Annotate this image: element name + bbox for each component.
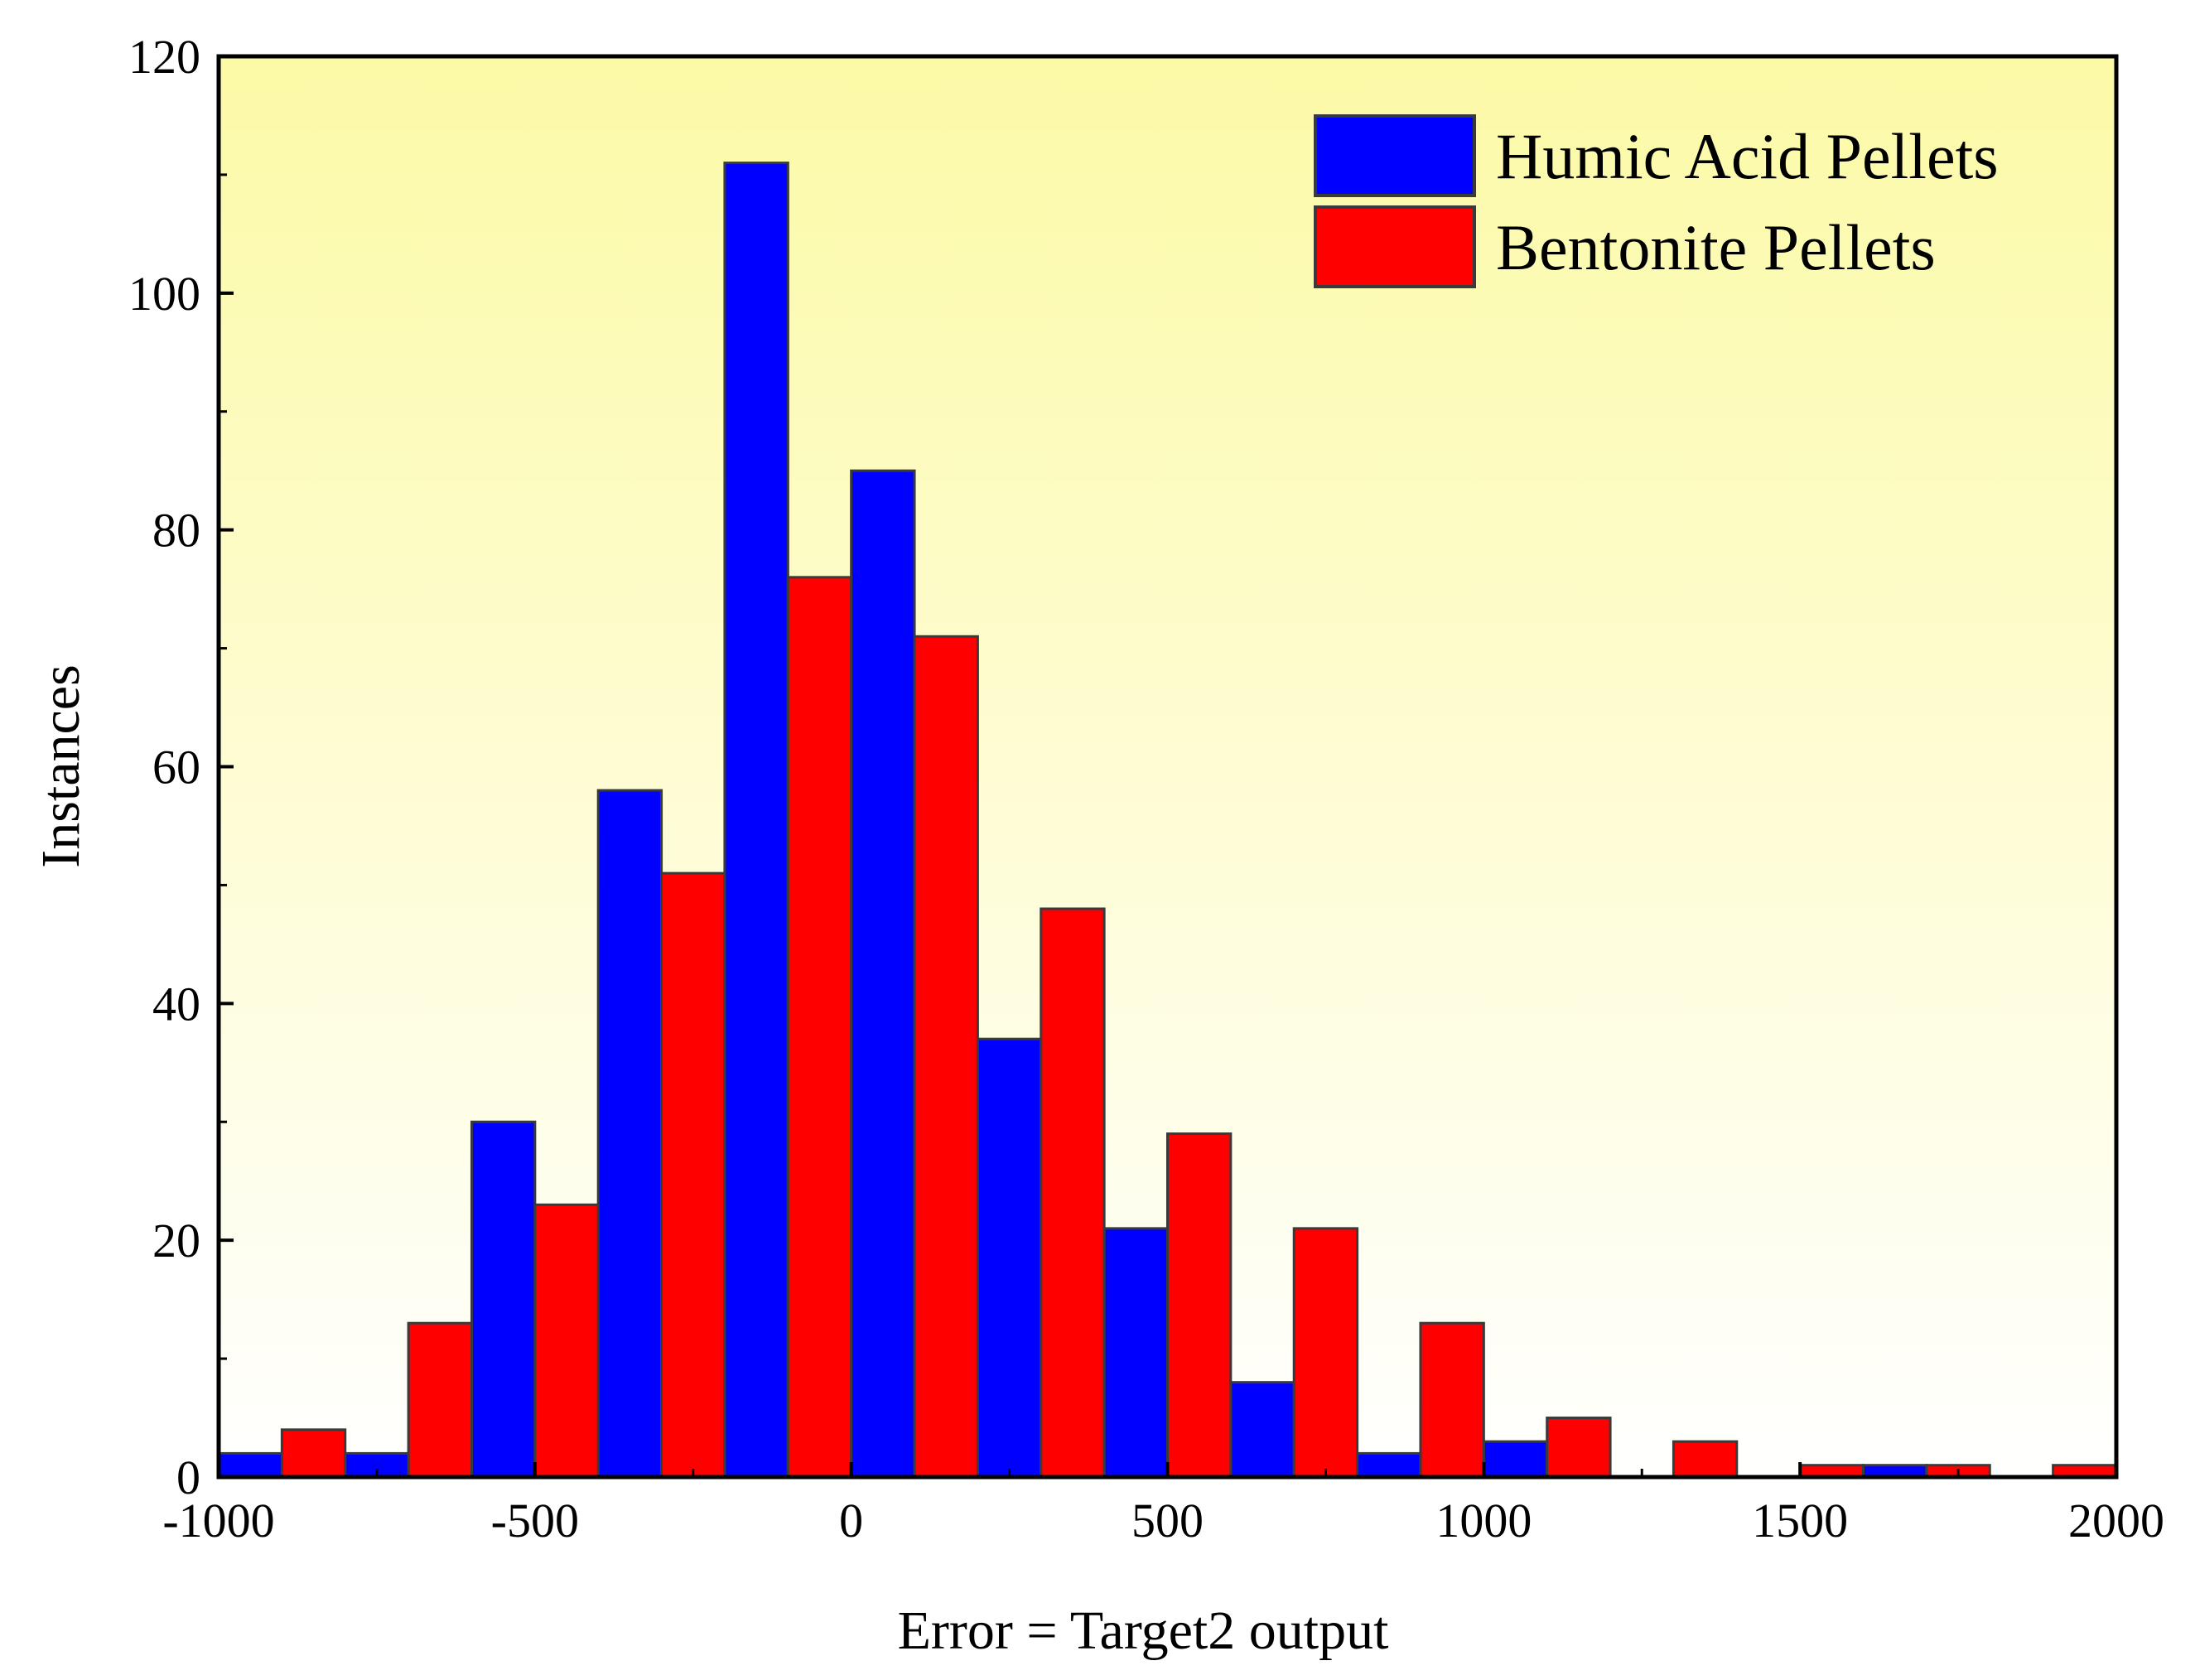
bar-bentonite-pellets-5 <box>913 635 979 1479</box>
bar-humic-acid-pellets-9 <box>1356 1451 1422 1479</box>
bar-bentonite-pellets-10 <box>1546 1417 1612 1479</box>
x-axis: -1000 -500 0 500 1000 1500 2000 <box>162 1462 2164 1547</box>
bar-bentonite-pellets-3 <box>660 871 726 1479</box>
x-tick-label: 0 <box>839 1494 863 1547</box>
bar-bentonite-pellets-2 <box>533 1203 600 1479</box>
x-tick-label: 500 <box>1131 1494 1204 1547</box>
x-tick-label: 1500 <box>1752 1494 1848 1547</box>
legend-swatch <box>1314 114 1476 197</box>
bar-humic-acid-pellets-3 <box>596 789 663 1479</box>
bar-humic-acid-pellets-5 <box>850 469 916 1479</box>
bar-bentonite-pellets-7 <box>1166 1132 1233 1479</box>
legend: Humic Acid Pellets Bentonite Pellets <box>1314 114 1999 288</box>
bar-humic-acid-pellets-2 <box>470 1120 537 1479</box>
y-tick-label: 20 <box>152 1214 200 1267</box>
y-tick-label: 60 <box>152 741 200 794</box>
bar-bentonite-pellets-6 <box>1040 907 1106 1479</box>
bar-bentonite-pellets-11 <box>1672 1440 1739 1479</box>
y-tick-label: 40 <box>152 977 200 1031</box>
x-tick-label: -1000 <box>162 1494 274 1547</box>
bar-humic-acid-pellets-6 <box>976 1037 1043 1479</box>
bar-bentonite-pellets-9 <box>1419 1321 1485 1479</box>
y-axis-title: Instances <box>31 664 91 868</box>
x-tick-label: -500 <box>491 1494 579 1547</box>
legend-label: Humic Acid Pellets <box>1496 120 1999 192</box>
y-tick-label: 80 <box>152 504 200 558</box>
bar-humic-acid-pellets-4 <box>723 162 789 1479</box>
y-axis: 0 20 40 60 80 100 120 <box>128 30 234 1504</box>
y-tick-label: 120 <box>128 30 200 84</box>
bar-humic-acid-pellets-0 <box>217 1451 283 1479</box>
bar-bentonite-pellets-8 <box>1292 1227 1359 1479</box>
x-axis-title: Error = Target2 output <box>898 1600 1389 1661</box>
legend-label: Bentonite Pellets <box>1496 211 1936 283</box>
bar-bentonite-pellets-1 <box>407 1321 473 1479</box>
bar-humic-acid-pellets-7 <box>1102 1227 1169 1479</box>
bar-humic-acid-pellets-10 <box>1482 1440 1549 1479</box>
bar-humic-acid-pellets-8 <box>1229 1381 1295 1479</box>
bar-bentonite-pellets-4 <box>786 576 853 1479</box>
bar-bentonite-pellets-0 <box>280 1428 347 1479</box>
y-tick-label: 100 <box>128 267 200 321</box>
y-tick-label: 0 <box>176 1451 200 1504</box>
bars-group <box>217 162 2118 1479</box>
legend-swatch <box>1314 205 1476 288</box>
x-tick-label: 1000 <box>1435 1494 1532 1547</box>
x-tick-label: 2000 <box>2068 1494 2164 1547</box>
